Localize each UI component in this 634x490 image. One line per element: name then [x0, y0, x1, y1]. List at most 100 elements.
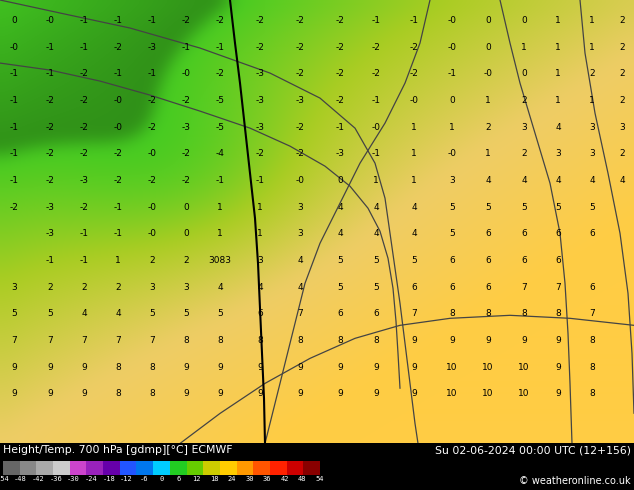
Text: 36: 36 [263, 476, 271, 482]
Text: 4: 4 [81, 309, 87, 318]
Text: -3: -3 [46, 229, 55, 238]
Text: 9: 9 [555, 363, 561, 372]
Text: 5: 5 [589, 203, 595, 212]
Text: -0: -0 [10, 43, 18, 51]
Bar [186, 461, 204, 475]
Text: -2: -2 [335, 96, 344, 104]
Text: -2: -2 [181, 16, 190, 24]
Text: -2: -2 [181, 176, 190, 185]
Text: -0: -0 [181, 69, 190, 77]
Text: -12: -12 [120, 476, 133, 482]
Text: 0: 0 [521, 69, 527, 77]
Text: -0: -0 [448, 148, 456, 158]
Text: 1: 1 [521, 43, 527, 51]
Text: -1: -1 [448, 69, 456, 77]
Text: -2: -2 [181, 148, 190, 158]
Text: -3: -3 [295, 96, 304, 104]
Text: 9: 9 [555, 389, 561, 398]
Text: 7: 7 [589, 309, 595, 318]
Text: 5: 5 [411, 256, 417, 265]
Text: -2: -2 [10, 203, 18, 212]
Text: 4: 4 [217, 283, 223, 292]
Text: 1: 1 [589, 43, 595, 51]
Text: 3: 3 [449, 176, 455, 185]
Text: 9: 9 [521, 336, 527, 345]
Bar [170, 461, 186, 475]
Text: 9: 9 [297, 389, 303, 398]
Text: -2: -2 [46, 96, 55, 104]
Text: 5: 5 [485, 203, 491, 212]
Text: 9: 9 [11, 389, 17, 398]
Text: 7: 7 [521, 283, 527, 292]
Text: -2: -2 [79, 203, 88, 212]
Text: -2: -2 [295, 148, 304, 158]
Text: -2: -2 [148, 96, 157, 104]
Text: 4: 4 [373, 203, 378, 212]
Text: -3: -3 [335, 148, 344, 158]
Bar [3, 461, 20, 475]
Text: -2: -2 [295, 69, 304, 77]
Text: 2: 2 [521, 148, 527, 158]
Text: -2: -2 [181, 96, 190, 104]
Text: -2: -2 [216, 69, 224, 77]
Text: 10: 10 [482, 389, 494, 398]
Text: 2: 2 [589, 69, 595, 77]
Text: -1: -1 [10, 148, 18, 158]
Text: 3: 3 [11, 283, 17, 292]
Text: 8: 8 [149, 363, 155, 372]
Text: 3083: 3083 [209, 256, 231, 265]
Text: -1: -1 [10, 122, 18, 132]
Text: 0: 0 [485, 43, 491, 51]
Text: 3: 3 [555, 148, 561, 158]
Text: 2: 2 [619, 96, 625, 104]
Text: 2: 2 [183, 256, 189, 265]
Text: 1: 1 [411, 122, 417, 132]
Text: 5: 5 [337, 283, 343, 292]
Text: -24: -24 [85, 476, 98, 482]
Text: 8: 8 [485, 309, 491, 318]
Text: -2: -2 [256, 16, 264, 24]
Text: 1: 1 [411, 176, 417, 185]
Text: 5: 5 [183, 309, 189, 318]
Text: 4: 4 [411, 203, 417, 212]
Bar [204, 461, 220, 475]
Text: -2: -2 [372, 69, 380, 77]
Text: 2: 2 [619, 148, 625, 158]
Text: -2: -2 [113, 176, 122, 185]
Text: 0: 0 [183, 203, 189, 212]
Text: 9: 9 [411, 336, 417, 345]
Text: -0: -0 [148, 148, 157, 158]
Text: -0: -0 [113, 122, 122, 132]
Text: 1: 1 [257, 229, 263, 238]
Text: -1: -1 [46, 43, 55, 51]
Text: 9: 9 [373, 363, 379, 372]
Text: -1: -1 [148, 69, 157, 77]
Text: -3: -3 [46, 203, 55, 212]
Text: -2: -2 [79, 96, 88, 104]
Text: 8: 8 [589, 389, 595, 398]
Text: 1: 1 [555, 43, 561, 51]
Text: -2: -2 [79, 148, 88, 158]
Text: -36: -36 [49, 476, 62, 482]
Text: 3: 3 [297, 203, 303, 212]
Text: 6: 6 [521, 229, 527, 238]
Text: 9: 9 [183, 363, 189, 372]
Text: -54: -54 [0, 476, 10, 482]
Text: -1: -1 [148, 16, 157, 24]
Text: -2: -2 [113, 148, 122, 158]
Text: 8: 8 [183, 336, 189, 345]
Text: -1: -1 [79, 43, 89, 51]
Text: 2: 2 [81, 283, 87, 292]
Text: 6: 6 [257, 309, 263, 318]
Text: -2: -2 [410, 43, 418, 51]
Text: 9: 9 [337, 363, 343, 372]
Text: -2: -2 [295, 43, 304, 51]
Text: -1: -1 [10, 96, 18, 104]
Bar [120, 461, 136, 475]
Text: 4: 4 [555, 122, 561, 132]
Bar [220, 461, 236, 475]
Text: -2: -2 [295, 122, 304, 132]
Text: -1: -1 [10, 176, 18, 185]
Text: -1: -1 [113, 229, 122, 238]
Text: 9: 9 [217, 363, 223, 372]
